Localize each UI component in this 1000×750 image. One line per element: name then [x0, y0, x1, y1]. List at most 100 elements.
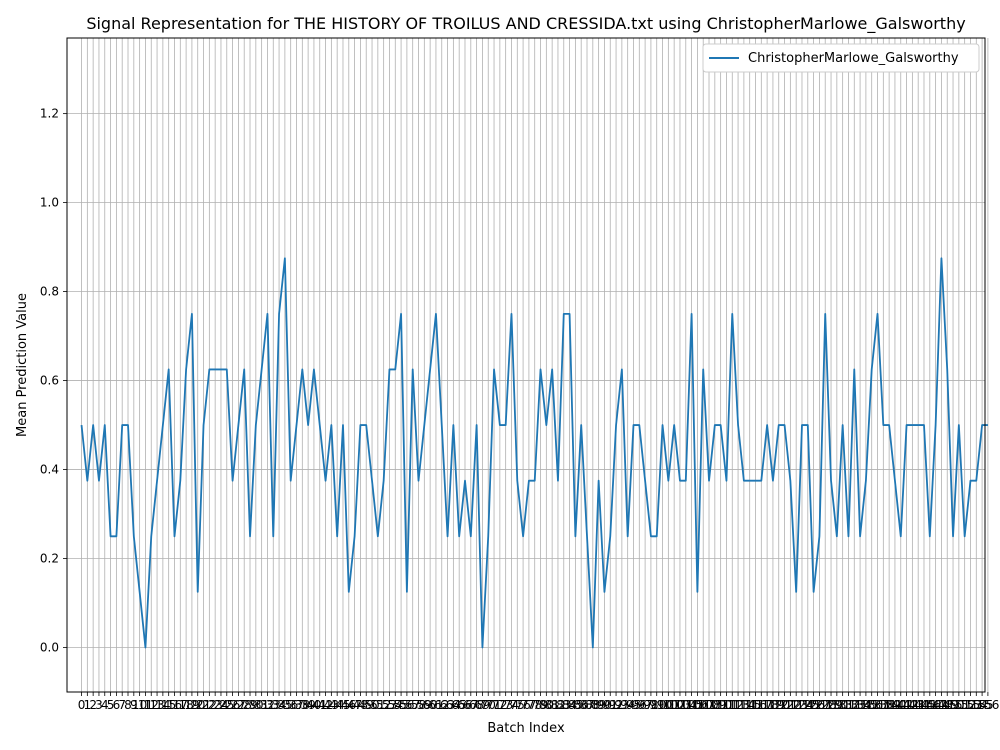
x-tick-label: 131 [831, 698, 854, 712]
x-tick-label: 146 [918, 698, 941, 712]
x-tick-label: 26 [225, 698, 240, 712]
x-tick-label: 90 [597, 698, 612, 712]
x-tick-label: 92 [608, 698, 623, 712]
x-tick-label: 147 [924, 698, 947, 712]
x-tick-label: 52 [376, 698, 391, 712]
x-tick-label: 3 [95, 698, 103, 712]
x-tick-label: 70 [481, 698, 496, 712]
y-axis-ticks: 0.0 0.2 0.4 0.6 0.8 1.0 1.2 [40, 107, 67, 655]
x-tick-label: 47 [347, 698, 362, 712]
legend-label: ChristopherMarlowe_Galsworthy [748, 51, 959, 66]
x-tick-label: 113 [727, 698, 750, 712]
x-tick-label: 85 [568, 698, 583, 712]
x-tick-label: 138 [872, 698, 895, 712]
x-tick-label: 110 [709, 698, 732, 712]
x-axis-label: Batch Index [487, 721, 565, 736]
x-tick-label: 89 [591, 698, 606, 712]
x-tick-label: 60 [422, 698, 437, 712]
x-tick-label: 39 [300, 698, 315, 712]
plot-frame [66, 37, 986, 693]
x-tick-label: 143 [901, 698, 924, 712]
x-tick-label: 86 [574, 698, 589, 712]
x-tick-label: 29 [242, 698, 257, 712]
x-tick-label: 88 [585, 698, 600, 712]
x-tick-label: 2 [89, 698, 97, 712]
x-tick-label: 69 [475, 698, 490, 712]
x-tick-label: 0 [78, 698, 86, 712]
x-tick-label: 22 [202, 698, 217, 712]
x-tick-label: 129 [820, 698, 843, 712]
x-tick-label: 41 [312, 698, 327, 712]
y-gridlines [67, 113, 985, 648]
x-tick-label: 35 [277, 698, 292, 712]
y-tick-label: 0.6 [40, 374, 59, 388]
x-tick-label: 10 [132, 698, 147, 712]
x-tick-label: 9 [130, 698, 138, 712]
x-tick-label: 50 [364, 698, 379, 712]
x-tick-label: 56 [399, 698, 414, 712]
x-tick-label: 19 [184, 698, 199, 712]
x-tick-label: 144 [907, 698, 930, 712]
x-tick-label: 105 [680, 698, 703, 712]
y-tick-label: 0.8 [40, 285, 59, 299]
x-tick-label: 95 [626, 698, 641, 712]
x-tick-label: 30 [248, 698, 263, 712]
x-tick-label: 21 [196, 698, 211, 712]
x-tick-label: 55 [393, 698, 408, 712]
y-tick-label: 1.0 [40, 196, 59, 210]
x-tick-label: 42 [318, 698, 333, 712]
x-tick-label: 79 [533, 698, 548, 712]
x-tick-label: 18 [178, 698, 193, 712]
x-tick-label: 36 [283, 698, 298, 712]
x-tick-label: 6 [113, 698, 121, 712]
x-tick-label: 108 [698, 698, 721, 712]
x-tick-label: 25 [219, 698, 234, 712]
x-tick-label: 53 [382, 698, 397, 712]
x-tick-label: 63 [440, 698, 455, 712]
x-tick-label: 93 [614, 698, 629, 712]
y-axis-label: Mean Prediction Value [15, 293, 30, 437]
x-tick-label: 32 [260, 698, 275, 712]
legend-box [702, 43, 980, 73]
x-tick-label: 73 [498, 698, 513, 712]
x-tick-label: 82 [550, 698, 565, 712]
x-tick-label: 137 [866, 698, 889, 712]
x-tick-label: 84 [562, 698, 577, 712]
x-tick-label: 64 [446, 698, 461, 712]
x-tick-label: 121 [773, 698, 796, 712]
x-tick-label: 130 [825, 698, 848, 712]
x-tick-label: 126 [802, 698, 825, 712]
x-tick-label: 38 [295, 698, 310, 712]
x-tick-label: 153 [959, 698, 982, 712]
x-tick-label: 67 [463, 698, 478, 712]
x-tick-label: 11 [138, 698, 153, 712]
x-tick-label: 140 [883, 698, 906, 712]
x-tick-label: 123 [785, 698, 808, 712]
x-tick-label: 155 [971, 698, 994, 712]
x-tick-label: 104 [674, 698, 697, 712]
x-tick-label: 132 [837, 698, 860, 712]
x-tick-label: 149 [936, 698, 959, 712]
x-tick-label: 8 [124, 698, 132, 712]
x-tick-label: 152 [953, 698, 976, 712]
x-tick-label: 80 [539, 698, 554, 712]
y-tick-label: 0.0 [40, 641, 59, 655]
x-tick-label: 111 [715, 698, 738, 712]
x-gridlines [81, 38, 989, 692]
x-tick-label: 100 [651, 698, 674, 712]
x-tick-label: 51 [370, 698, 385, 712]
x-tick-label: 71 [486, 698, 501, 712]
x-tick-label: 148 [930, 698, 953, 712]
x-tick-label: 76 [515, 698, 530, 712]
x-tick-label: 46 [341, 698, 356, 712]
x-tick-label: 61 [428, 698, 443, 712]
x-tick-label: 133 [843, 698, 866, 712]
x-tick-label: 150 [942, 698, 965, 712]
x-tick-label: 23 [208, 698, 223, 712]
x-tick-label: 75 [510, 698, 525, 712]
x-tick-label: 81 [545, 698, 560, 712]
x-tick-label: 134 [849, 698, 872, 712]
x-tick-label: 14 [155, 698, 170, 712]
x-tick-label: 44 [330, 698, 345, 712]
x-tick-label: 37 [289, 698, 304, 712]
